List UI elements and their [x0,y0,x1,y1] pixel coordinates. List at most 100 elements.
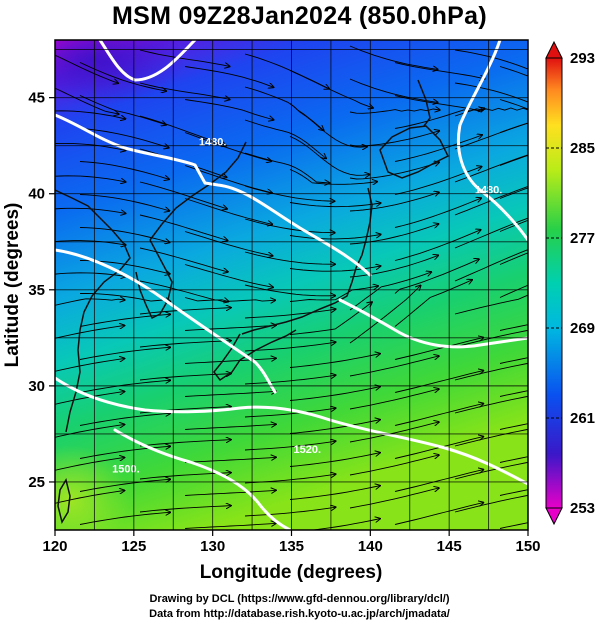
streamline [499,154,528,166]
streamline [139,247,228,272]
contour-label: 1520. [294,444,322,456]
streamline [244,507,336,517]
streamline [454,249,528,282]
x-tick-label: 145 [437,538,462,555]
streamline [55,425,124,438]
streamline [244,119,326,158]
colorbar-label: 285 [570,140,595,157]
coastline-manchuria [149,141,247,241]
credit-drawing: Drawing by DCL (https://www.gfd-dennou.o… [149,593,450,605]
colorbar-label: 277 [570,230,595,247]
streamline [394,280,472,327]
streamline [349,455,439,476]
y-tick-label: 40 [28,186,45,203]
streamline [499,324,528,331]
coastline-korea [135,239,173,320]
streamline [244,408,336,418]
streamline [244,284,335,296]
streamline [244,309,336,319]
streamline [55,87,119,114]
streamline [79,512,170,525]
streamline [139,440,231,447]
colorbar-label: 253 [570,500,595,517]
streamline [55,491,124,504]
streamline [55,175,126,182]
streamline [55,299,125,306]
streamline [289,286,378,302]
height-contour-south [55,376,528,486]
y-tick-label: 30 [28,378,45,395]
streamline [454,494,528,513]
streamline [55,392,124,405]
height-contour-middle [55,248,277,394]
streamline [349,45,438,69]
streamline [244,218,335,233]
streamline [499,252,528,265]
streamline [499,219,528,232]
streamline [184,66,273,88]
streamline [184,490,276,496]
x-axis-title: Longitude (degrees) [200,562,383,583]
streamline [349,422,439,443]
streamline [499,423,528,430]
y-axis-title: Latitude (degrees) [2,203,23,368]
coastline-hokkaido [379,125,450,179]
streamline [499,456,528,463]
streamline [139,280,228,302]
streamline [289,420,380,434]
streamline [79,314,170,327]
streamline [499,66,528,77]
streamline [349,255,438,278]
streamline [454,185,528,216]
streamline [309,519,380,530]
colorbar-min-triangle [545,507,563,526]
x-tick-label: 120 [42,538,67,555]
streamline [79,194,169,211]
streamline [184,132,271,162]
streamline [454,82,528,103]
map-plot-area: 1480.1480.1520.1500. [55,40,528,530]
streamline [349,272,431,311]
streamline [184,99,274,120]
streamline [289,266,381,272]
streamline [454,122,528,150]
streamline [184,325,276,331]
streamline [55,272,126,277]
colorbar-label: 261 [570,410,595,427]
coastline-kyushu-shikoku [213,329,297,382]
y-tick-label: 25 [28,474,45,491]
streamline [79,347,170,360]
streamline [184,231,273,256]
colorbar-label: 269 [570,320,595,337]
streamline [55,142,125,150]
streamline [499,99,528,110]
streamline [244,342,336,352]
streamline [499,284,528,298]
x-tick-label: 130 [200,538,225,555]
streamline [184,523,276,529]
streamline [289,203,381,208]
streamline [79,95,166,125]
streamline [139,82,230,99]
streamline [244,251,335,264]
streamline [244,375,336,385]
x-tick-label: 150 [515,538,540,555]
streamline [79,446,170,459]
streamline [184,297,275,302]
x-axis: 120 125 130 135 140 145 150 [42,530,541,555]
streamline [454,362,528,381]
map-title: MSM 09Z28Jan2024 (850.0hPa) [112,2,487,30]
streamline [349,78,438,102]
streamline [79,479,170,492]
streamline [454,49,528,70]
coastline-japan-honshu [241,187,373,335]
x-tick-label: 125 [121,538,146,555]
streamline [184,198,272,225]
coastlines [55,79,450,524]
height-contour-northeast [456,40,528,242]
contour-label: 1500. [112,463,140,475]
y-tick-label: 35 [28,282,45,299]
streamline [289,169,377,185]
x-tick-label: 140 [358,538,383,555]
